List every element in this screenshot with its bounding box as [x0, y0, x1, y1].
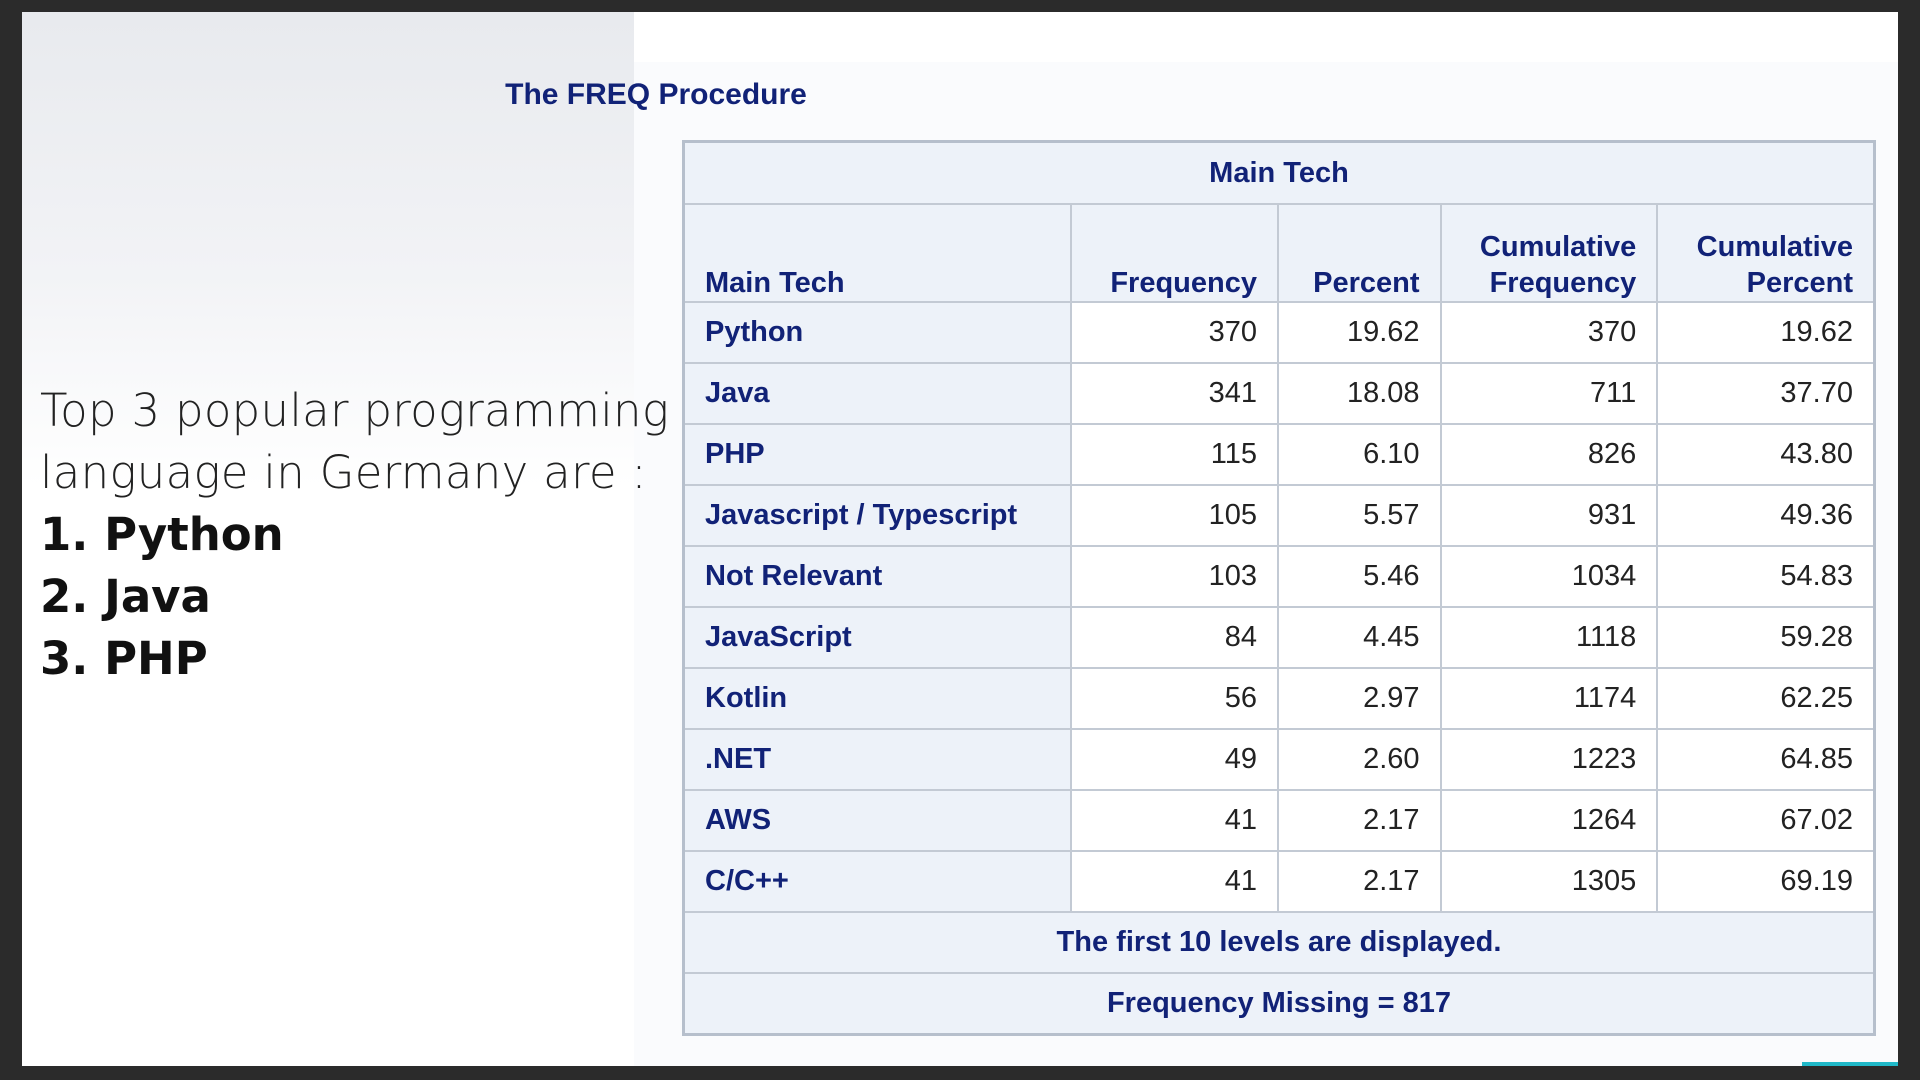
column-header-line: Cumulative [1479, 231, 1637, 263]
frequency-table: Main Tech Main Tech Frequency Percent Cu… [682, 140, 1876, 1036]
frequency-cell: 103 [1070, 545, 1279, 608]
cumulative-frequency-cell: 711 [1439, 362, 1659, 425]
percent-cell: 2.17 [1276, 850, 1442, 913]
cumulative-percent-cell: 64.85 [1656, 728, 1876, 791]
column-header-percent: Percent [1276, 203, 1442, 303]
footnote-missing: Frequency Missing = 817 [682, 972, 1876, 1036]
frequency-cell: 49 [1070, 728, 1279, 791]
row-label: AWS [682, 789, 1073, 852]
row-label: Python [682, 301, 1073, 364]
table-body: Python 370 19.62 370 19.62 Java 341 18.0… [682, 301, 1876, 913]
frequency-cell: 56 [1070, 667, 1279, 730]
cumulative-percent-cell: 67.02 [1656, 789, 1876, 852]
frequency-cell: 84 [1070, 606, 1279, 669]
row-label: .NET [682, 728, 1073, 791]
frequency-cell: 370 [1070, 301, 1279, 364]
table-row: JavaScript 84 4.45 1118 59.28 [682, 606, 1876, 669]
frequency-cell: 105 [1070, 484, 1279, 547]
frequency-cell: 41 [1070, 789, 1279, 852]
frequency-cell: 341 [1070, 362, 1279, 425]
left-panel [22, 12, 634, 1066]
cumulative-percent-cell: 49.36 [1656, 484, 1876, 547]
percent-cell: 19.62 [1276, 301, 1442, 364]
cumulative-frequency-cell: 1223 [1439, 728, 1659, 791]
cumulative-percent-cell: 59.28 [1656, 606, 1876, 669]
table-row: Not Relevant 103 5.46 1034 54.83 [682, 545, 1876, 608]
percent-cell: 2.60 [1276, 728, 1442, 791]
cumulative-percent-cell: 43.80 [1656, 423, 1876, 486]
cumulative-percent-cell: 62.25 [1656, 667, 1876, 730]
rank-item: 3. PHP [40, 632, 208, 685]
column-header-main-tech: Main Tech [682, 203, 1073, 303]
frequency-cell: 41 [1070, 850, 1279, 913]
table-row: Python 370 19.62 370 19.62 [682, 301, 1876, 364]
cumulative-percent-cell: 54.83 [1656, 545, 1876, 608]
row-label: JavaScript [682, 606, 1073, 669]
table-row: C/C++ 41 2.17 1305 69.19 [682, 850, 1876, 913]
cumulative-frequency-cell: 370 [1439, 301, 1659, 364]
percent-cell: 2.97 [1276, 667, 1442, 730]
cumulative-percent-cell: 19.62 [1656, 301, 1876, 364]
column-header-cumulative-percent: Cumulative Percent [1656, 203, 1876, 303]
row-label: PHP [682, 423, 1073, 486]
frequency-cell: 115 [1070, 423, 1279, 486]
column-header-frequency: Frequency [1070, 203, 1279, 303]
accent-bar [1802, 1062, 1898, 1066]
column-header-line: Percent [1746, 267, 1853, 299]
percent-cell: 6.10 [1276, 423, 1442, 486]
percent-cell: 5.46 [1276, 545, 1442, 608]
right-panel-top-band [634, 12, 1898, 62]
table-row: Java 341 18.08 711 37.70 [682, 362, 1876, 425]
table-row: AWS 41 2.17 1264 67.02 [682, 789, 1876, 852]
row-label: Not Relevant [682, 545, 1073, 608]
table-row: Kotlin 56 2.97 1174 62.25 [682, 667, 1876, 730]
table-row: PHP 115 6.10 826 43.80 [682, 423, 1876, 486]
table-row: .NET 49 2.60 1223 64.85 [682, 728, 1876, 791]
cumulative-frequency-cell: 1118 [1439, 606, 1659, 669]
column-header-line: Cumulative [1696, 231, 1853, 263]
footnote-levels: The first 10 levels are displayed. [682, 911, 1876, 974]
cumulative-frequency-cell: 1264 [1439, 789, 1659, 852]
table-title: Main Tech [682, 140, 1876, 205]
row-label: Kotlin [682, 667, 1073, 730]
caption: Top 3 popular programming language in Ge… [40, 380, 680, 690]
rank-item: 1. Python [40, 508, 284, 561]
cumulative-frequency-cell: 1305 [1439, 850, 1659, 913]
percent-cell: 5.57 [1276, 484, 1442, 547]
cumulative-percent-cell: 37.70 [1656, 362, 1876, 425]
cumulative-frequency-cell: 1174 [1439, 667, 1659, 730]
column-header-line: Frequency [1489, 267, 1637, 299]
caption-intro: Top 3 popular programming language in Ge… [40, 384, 670, 499]
percent-cell: 2.17 [1276, 789, 1442, 852]
cumulative-frequency-cell: 1034 [1439, 545, 1659, 608]
row-label: C/C++ [682, 850, 1073, 913]
row-label: Javascript / Typescript [682, 484, 1073, 547]
cumulative-frequency-cell: 826 [1439, 423, 1659, 486]
column-header-cumulative-frequency: Cumulative Frequency [1439, 203, 1659, 303]
cumulative-frequency-cell: 931 [1439, 484, 1659, 547]
percent-cell: 4.45 [1276, 606, 1442, 669]
table-row: Javascript / Typescript 105 5.57 931 49.… [682, 484, 1876, 547]
cumulative-percent-cell: 69.19 [1656, 850, 1876, 913]
percent-cell: 18.08 [1276, 362, 1442, 425]
row-label: Java [682, 362, 1073, 425]
rank-item: 2. Java [40, 570, 211, 623]
procedure-title: The FREQ Procedure [505, 78, 807, 111]
